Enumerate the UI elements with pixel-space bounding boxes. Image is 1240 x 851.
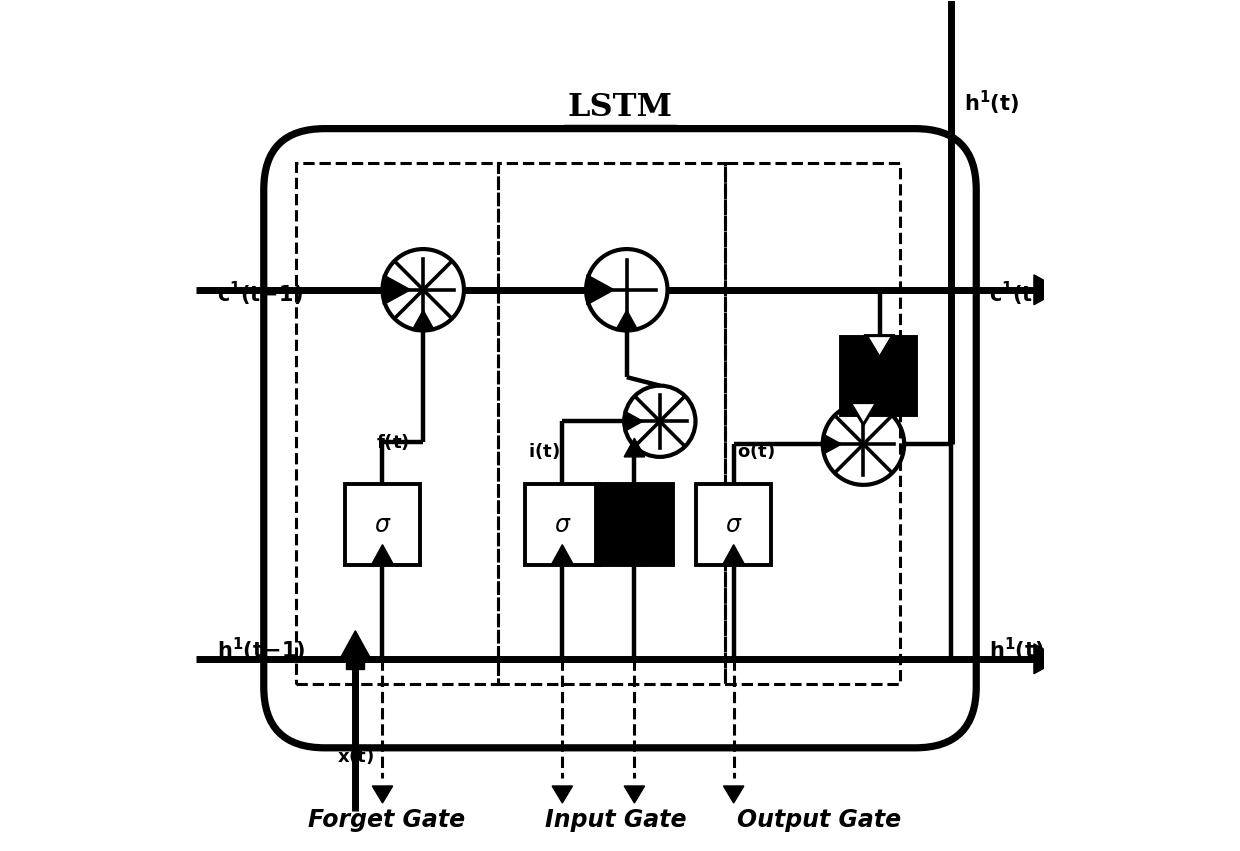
Bar bbox=[596, 484, 672, 565]
Polygon shape bbox=[624, 545, 646, 565]
Text: $\mathbf{f(t)}$: $\mathbf{f(t)}$ bbox=[376, 432, 409, 453]
Polygon shape bbox=[851, 403, 877, 425]
Polygon shape bbox=[372, 786, 393, 803]
Bar bbox=[697, 484, 771, 565]
Text: Output Gate: Output Gate bbox=[738, 808, 901, 832]
Polygon shape bbox=[615, 310, 639, 330]
Text: $\mathbf{i'(t)}$: $\mathbf{i'(t)}$ bbox=[569, 487, 603, 508]
Polygon shape bbox=[624, 411, 642, 431]
Polygon shape bbox=[371, 545, 393, 565]
Polygon shape bbox=[552, 786, 573, 803]
Text: $\mathbf{i(t)}$: $\mathbf{i(t)}$ bbox=[528, 441, 559, 461]
Polygon shape bbox=[341, 631, 371, 658]
Text: Forget Gate: Forget Gate bbox=[309, 808, 465, 832]
Bar bbox=[725, 163, 900, 684]
Bar bbox=[842, 337, 916, 415]
Bar bbox=[525, 484, 600, 565]
Text: $\sigma$: $\sigma$ bbox=[725, 513, 743, 537]
Polygon shape bbox=[587, 275, 614, 305]
Polygon shape bbox=[624, 438, 645, 457]
Polygon shape bbox=[867, 335, 893, 357]
FancyBboxPatch shape bbox=[264, 129, 976, 748]
Polygon shape bbox=[723, 545, 745, 565]
Polygon shape bbox=[1034, 275, 1061, 305]
Bar bbox=[345, 484, 420, 565]
Text: $\mathbf{c^1(t\!-\!1)}$: $\mathbf{c^1(t\!-\!1)}$ bbox=[217, 280, 303, 308]
Polygon shape bbox=[551, 545, 574, 565]
Text: $\mathbf{h^1(t)}$: $\mathbf{h^1(t)}$ bbox=[990, 637, 1044, 665]
Text: $\mathbf{h^1(t\!-\!1)}$: $\mathbf{h^1(t\!-\!1)}$ bbox=[217, 637, 305, 665]
Polygon shape bbox=[412, 310, 434, 330]
Bar bbox=[296, 163, 497, 684]
Text: $\mathbf{c^1(t)}$: $\mathbf{c^1(t)}$ bbox=[990, 280, 1042, 308]
Text: $\mathbf{x(t)}$: $\mathbf{x(t)}$ bbox=[337, 746, 374, 766]
Text: $\mathbf{o(t)}$: $\mathbf{o(t)}$ bbox=[737, 441, 775, 461]
Polygon shape bbox=[822, 434, 842, 454]
Text: $\mathbf{h^1(t)}$: $\mathbf{h^1(t)}$ bbox=[963, 89, 1018, 117]
Text: Input Gate: Input Gate bbox=[546, 808, 687, 832]
Bar bbox=[346, 651, 365, 669]
Text: LSTM: LSTM bbox=[568, 92, 672, 123]
Text: $\sigma$: $\sigma$ bbox=[553, 513, 572, 537]
Polygon shape bbox=[624, 786, 645, 803]
Text: $\sigma$: $\sigma$ bbox=[373, 513, 392, 537]
Polygon shape bbox=[723, 786, 744, 803]
Polygon shape bbox=[383, 275, 410, 305]
Polygon shape bbox=[1034, 644, 1061, 674]
Bar bbox=[497, 163, 725, 684]
